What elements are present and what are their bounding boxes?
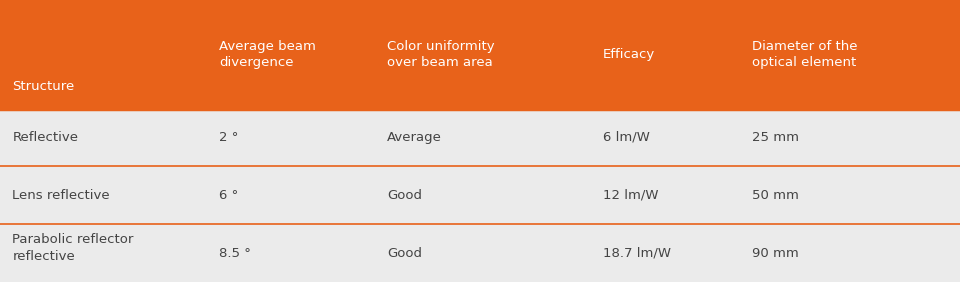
Bar bbox=[374, 109, 590, 166]
Text: 6 °: 6 ° bbox=[219, 189, 238, 202]
Text: 12 lm/W: 12 lm/W bbox=[603, 189, 659, 202]
Bar bbox=[739, 166, 960, 224]
Text: Efficacy: Efficacy bbox=[603, 48, 655, 61]
Bar bbox=[0, 224, 206, 282]
Bar bbox=[590, 224, 739, 282]
Text: Good: Good bbox=[387, 189, 421, 202]
Text: Average: Average bbox=[387, 131, 442, 144]
Bar bbox=[374, 224, 590, 282]
Bar bbox=[0, 166, 206, 224]
Bar bbox=[739, 0, 960, 109]
Text: Color uniformity
over beam area: Color uniformity over beam area bbox=[387, 39, 494, 69]
Bar bbox=[374, 166, 590, 224]
Bar bbox=[206, 224, 374, 282]
Text: Good: Good bbox=[387, 246, 421, 260]
Bar bbox=[590, 166, 739, 224]
Text: 90 mm: 90 mm bbox=[752, 246, 799, 260]
Bar bbox=[0, 0, 206, 109]
Bar bbox=[739, 109, 960, 166]
Text: 8.5 °: 8.5 ° bbox=[219, 246, 251, 260]
Text: Reflective: Reflective bbox=[12, 131, 79, 144]
Text: 6 lm/W: 6 lm/W bbox=[603, 131, 650, 144]
Text: Diameter of the
optical element: Diameter of the optical element bbox=[752, 39, 857, 69]
Text: 50 mm: 50 mm bbox=[752, 189, 799, 202]
Bar bbox=[739, 224, 960, 282]
Bar bbox=[374, 0, 590, 109]
Bar bbox=[0, 109, 206, 166]
Text: Average beam
divergence: Average beam divergence bbox=[219, 39, 316, 69]
Bar bbox=[206, 109, 374, 166]
Bar bbox=[206, 166, 374, 224]
Text: 18.7 lm/W: 18.7 lm/W bbox=[603, 246, 671, 260]
Bar bbox=[206, 0, 374, 109]
Bar bbox=[590, 0, 739, 109]
Text: Structure: Structure bbox=[12, 80, 75, 93]
Text: 25 mm: 25 mm bbox=[752, 131, 799, 144]
Text: 2 °: 2 ° bbox=[219, 131, 238, 144]
Text: Parabolic reflector
reflective: Parabolic reflector reflective bbox=[12, 233, 133, 263]
Text: Lens reflective: Lens reflective bbox=[12, 189, 110, 202]
Bar bbox=[590, 109, 739, 166]
